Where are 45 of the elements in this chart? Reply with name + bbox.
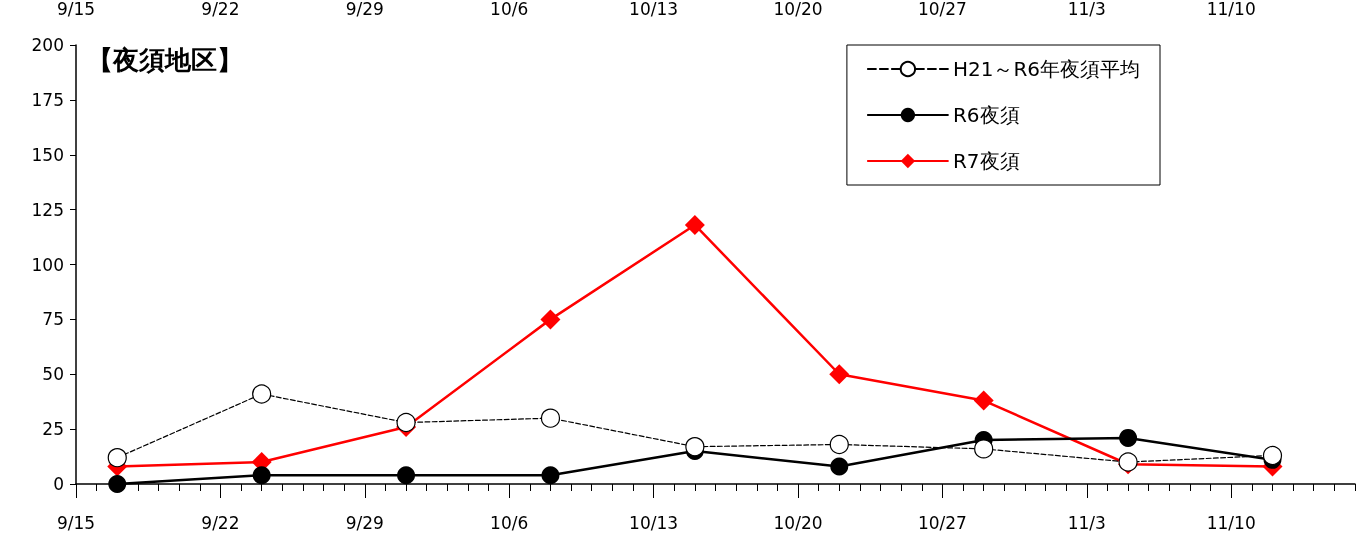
y-tick-label: 200 [31, 35, 64, 55]
point [829, 364, 850, 385]
point [685, 437, 705, 457]
x-tick-label: 10/13 [629, 0, 679, 19]
y-tick-label: 25 [42, 419, 64, 440]
x2-tick-label: 11/3 [1067, 512, 1106, 533]
y-tick-label: 50 [42, 364, 64, 385]
y-tick-label: 175 [31, 89, 64, 110]
x-tick-label: 9/29 [345, 0, 384, 19]
point [107, 448, 127, 468]
point [540, 309, 561, 330]
x-tick-label: 11/10 [1206, 0, 1256, 19]
point [684, 214, 705, 235]
x-tick-label: 10/27 [917, 0, 967, 19]
x-tick-label: 9/15 [56, 0, 96, 19]
point [973, 390, 994, 411]
point [1262, 445, 1283, 466]
point [974, 439, 994, 459]
point [108, 475, 127, 493]
x-tick-label: 10/20 [773, 0, 823, 19]
x2-tick-label: 10/20 [773, 512, 823, 533]
x-tick-label: 10/6 [490, 0, 529, 19]
x2-tick-label: 10/13 [629, 512, 679, 533]
point [1119, 428, 1138, 447]
y-tick-label: 150 [31, 144, 64, 165]
legend-label: R6夜須 [952, 103, 1020, 127]
legend-label: R7夜須 [952, 149, 1020, 173]
x2-tick-label: 10/27 [917, 512, 967, 533]
point [252, 466, 271, 485]
x-tick-label: 9/22 [201, 0, 240, 19]
y-tick-label: 75 [42, 309, 64, 330]
x2-tick-label: 9/22 [201, 512, 240, 533]
y-tick-label: 100 [31, 254, 64, 275]
x2-tick-label: 9/15 [56, 512, 96, 533]
point [397, 466, 416, 485]
x2-tick-label: 10/6 [490, 512, 529, 533]
x2-tick-label: 11/10 [1206, 512, 1256, 533]
x2-tick-label: 9/29 [345, 512, 384, 533]
y-tick-label: 0 [53, 474, 64, 494]
y-tick-label: 125 [31, 199, 64, 220]
legend-label: H21～R6年夜須平均 [952, 57, 1140, 81]
point [830, 457, 849, 476]
x-tick-label: 11/3 [1067, 0, 1106, 19]
chart-title: 【夜須地区】 [87, 45, 243, 75]
point [541, 466, 560, 485]
